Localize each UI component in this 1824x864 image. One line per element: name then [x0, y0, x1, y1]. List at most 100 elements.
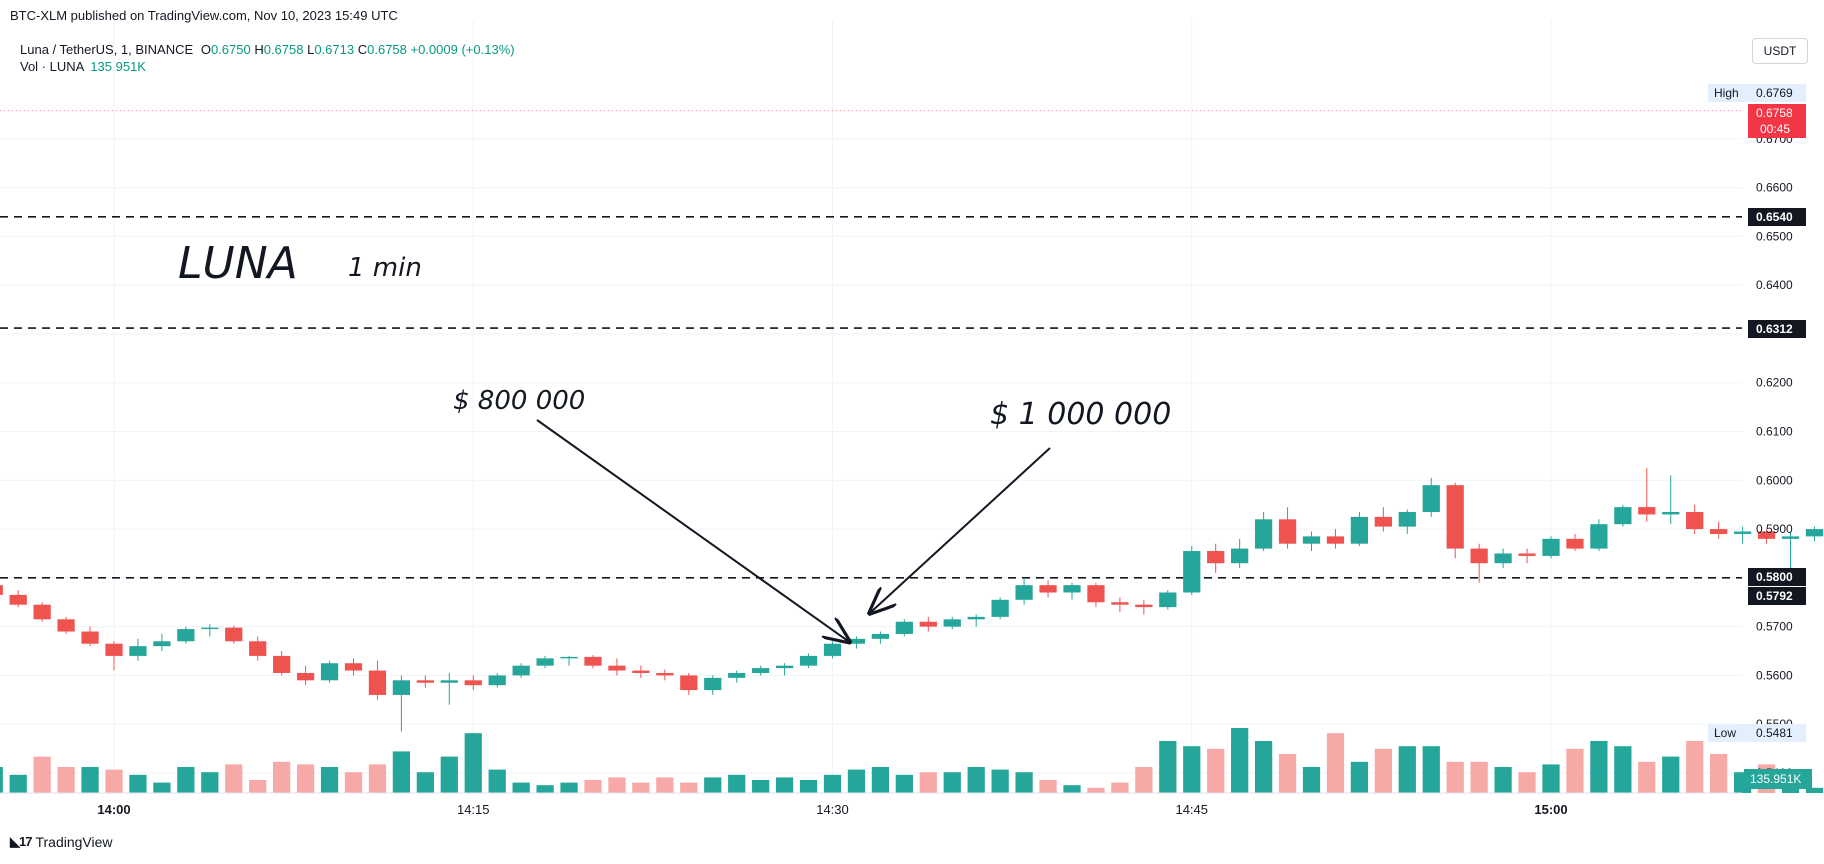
- volume-bar: [464, 733, 482, 793]
- high-badge-label: High: [1714, 86, 1739, 100]
- volume-bar: [225, 764, 243, 793]
- line-badge-06312-text: 0.6312: [1756, 322, 1793, 336]
- price-axis[interactable]: 0.67000.66000.65000.64000.63000.62000.61…: [1756, 132, 1793, 780]
- volume-bar: [129, 774, 147, 793]
- change-value: +0.0009 (+0.13%): [410, 42, 515, 57]
- candle-body: [1087, 585, 1105, 603]
- volume-bar: [9, 774, 27, 793]
- candle-body: [1542, 538, 1560, 556]
- candle-body: [1374, 516, 1392, 527]
- low-badge-label: Low: [1714, 726, 1736, 740]
- candle-body: [1183, 551, 1201, 593]
- volume-bar: [57, 767, 75, 793]
- line-badge-0654-text: 0.6540: [1756, 210, 1793, 224]
- volume-bar: [1254, 741, 1273, 793]
- low-badge-value: 0.5481: [1756, 726, 1793, 740]
- volume-legend: Vol · LUNA 135.951K: [20, 59, 146, 74]
- candle-body: [273, 655, 291, 673]
- candle-body: [1326, 536, 1345, 544]
- candle-body: [1518, 553, 1536, 556]
- candle-body: [919, 621, 937, 627]
- candle-body: [1350, 516, 1369, 544]
- arrow-800k: [536, 419, 848, 641]
- candle-body: [1111, 602, 1129, 605]
- volume-bar: [560, 782, 578, 793]
- candle-body: [680, 675, 698, 691]
- candle-body: [1207, 551, 1225, 564]
- price-tick-label: 0.6200: [1756, 376, 1793, 390]
- candle-body: [728, 672, 746, 678]
- volume-bar: [249, 780, 267, 793]
- candle-body: [943, 619, 961, 627]
- high-badge: High 0.6769: [1708, 84, 1806, 102]
- volume-bar: [1350, 761, 1369, 793]
- candle-body: [632, 670, 650, 673]
- volume-bar: [320, 767, 339, 793]
- volume-bar: [1087, 787, 1105, 793]
- line-badge-058: 0.5800: [1748, 568, 1806, 586]
- candle-body: [1614, 507, 1632, 525]
- volume-bar: [943, 772, 961, 793]
- volume-bar: [1446, 761, 1464, 793]
- volume-bar: [0, 767, 3, 793]
- time-tick-label: 14:00: [97, 802, 130, 817]
- time-tick-label: 14:45: [1175, 802, 1208, 817]
- open-label: O: [200, 42, 211, 57]
- volume-bar: [1542, 764, 1560, 793]
- volume-bar: [177, 767, 195, 793]
- candle-body: [512, 665, 530, 676]
- candle-body: [871, 633, 890, 639]
- volume-bar: [512, 782, 530, 793]
- candle-body: [1135, 604, 1153, 608]
- line-badge-06312: 0.6312: [1748, 320, 1806, 338]
- candle-body: [1422, 485, 1440, 512]
- publish-header: BTC-XLM published on TradingView.com, No…: [10, 8, 398, 23]
- candle-body: [249, 641, 267, 656]
- candle-body: [1446, 485, 1464, 549]
- volume-bar: [1805, 787, 1824, 793]
- volume-bar: [81, 767, 99, 793]
- volume-bar: [1590, 741, 1608, 793]
- candle-body: [201, 627, 219, 630]
- volume-bar: [967, 767, 985, 793]
- candle-body: [1254, 519, 1273, 549]
- price-tick-label: 0.5900: [1756, 522, 1793, 536]
- volume-bar: [1207, 748, 1225, 793]
- candle-body: [0, 585, 3, 595]
- annotation-timeframe: 1 min: [348, 253, 422, 283]
- high-value: 0.6758: [263, 42, 304, 57]
- countdown-value: 00:45: [1760, 122, 1790, 136]
- candle-body: [1566, 538, 1584, 549]
- tradingview-logo[interactable]: ◣17 TradingView: [10, 834, 113, 850]
- symbol-legend: Luna / TetherUS, 1, BINANCE O0.6750 H0.6…: [20, 40, 515, 59]
- volume-bar: [1686, 741, 1704, 793]
- candle-body: [967, 616, 985, 620]
- candle-body: [560, 656, 578, 659]
- volume-bar: [1710, 754, 1728, 793]
- volume-badge: 135.951K: [1744, 769, 1812, 789]
- candle-body: [225, 627, 243, 642]
- volume-bar: [775, 777, 794, 793]
- candle-body: [1063, 585, 1081, 593]
- currency-button[interactable]: USDT: [1752, 38, 1808, 64]
- candle-body: [1733, 531, 1752, 534]
- volume-label[interactable]: Vol · LUNA: [20, 59, 85, 74]
- candle-body: [344, 663, 363, 671]
- time-axis[interactable]: 14:0014:1514:3014:4515:0015:1515:3015:45…: [0, 792, 1824, 817]
- candle-body: [1638, 507, 1656, 515]
- volume-bar: [153, 782, 171, 793]
- line-badge-0654: 0.6540: [1748, 208, 1806, 226]
- volume-bar: [1638, 761, 1656, 793]
- volume-bar: [1614, 746, 1632, 793]
- candle-body: [775, 665, 794, 669]
- volume-bar: [919, 772, 937, 793]
- price-tick-label: 0.6000: [1756, 473, 1793, 487]
- volume-bar: [273, 761, 291, 793]
- candle-body: [1015, 585, 1033, 600]
- volume-bar: [1422, 746, 1440, 793]
- volume-bar: [1662, 756, 1680, 793]
- candle-body: [752, 668, 770, 673]
- candle-body: [177, 629, 195, 642]
- symbol-name[interactable]: Luna / TetherUS, 1, BINANCE: [20, 42, 194, 57]
